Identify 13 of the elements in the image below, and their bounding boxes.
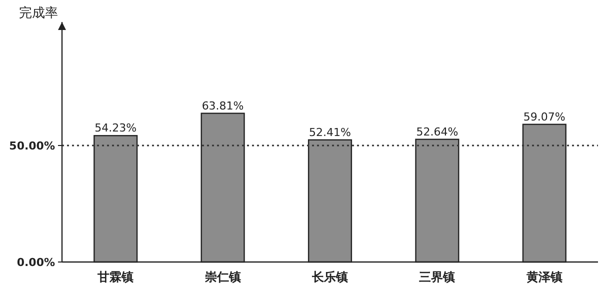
data-label: 63.81% [202,99,244,112]
y-tick-label: 50.00% [9,139,55,152]
x-tick-label: 长乐镇 [311,270,348,284]
data-label: 52.64% [416,125,458,138]
data-label: 59.07% [523,110,566,124]
x-tick-label: 甘霖镇 [96,270,134,284]
data-label: 52.41% [309,126,351,139]
data-label: 54.23% [94,122,137,135]
x-tick-label: 三界镇 [419,270,456,284]
y-axis-title: 完成率 [19,5,58,21]
x-tick-label: 黄泽镇 [525,270,562,284]
x-tick-label: 崇仁镇 [204,270,241,284]
y-tick-label: 0.00% [16,256,55,269]
